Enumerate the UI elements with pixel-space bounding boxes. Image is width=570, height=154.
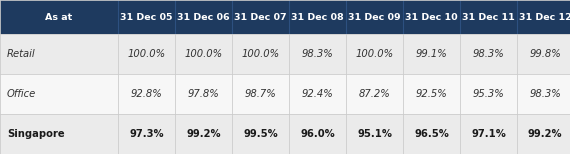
Bar <box>289 0 346 34</box>
Bar <box>118 0 175 34</box>
Text: 97.1%: 97.1% <box>471 129 506 139</box>
Text: As at: As at <box>46 12 72 22</box>
Bar <box>175 0 232 34</box>
Text: 99.2%: 99.2% <box>528 129 563 139</box>
Text: 92.4%: 92.4% <box>302 89 333 99</box>
Bar <box>0 114 570 154</box>
Text: Retail: Retail <box>7 49 35 59</box>
Text: 97.8%: 97.8% <box>188 89 219 99</box>
Text: 100.0%: 100.0% <box>128 49 165 59</box>
Text: 31 Dec 06: 31 Dec 06 <box>177 12 230 22</box>
Text: 95.1%: 95.1% <box>357 129 392 139</box>
Text: 98.7%: 98.7% <box>245 89 276 99</box>
Text: Office: Office <box>7 89 36 99</box>
Bar <box>0 34 570 74</box>
Text: 31 Dec 07: 31 Dec 07 <box>234 12 287 22</box>
Text: 31 Dec 05: 31 Dec 05 <box>120 12 173 22</box>
Text: 99.8%: 99.8% <box>529 49 561 59</box>
Text: 92.5%: 92.5% <box>416 89 447 99</box>
Text: 99.1%: 99.1% <box>416 49 447 59</box>
Bar <box>403 0 460 34</box>
Text: 98.3%: 98.3% <box>529 89 561 99</box>
Text: 31 Dec 11: 31 Dec 11 <box>462 12 515 22</box>
Text: 100.0%: 100.0% <box>185 49 222 59</box>
Bar <box>0 0 118 34</box>
Text: 98.3%: 98.3% <box>302 49 333 59</box>
Text: 92.8%: 92.8% <box>131 89 162 99</box>
Text: 98.3%: 98.3% <box>473 49 504 59</box>
Text: 31 Dec 08: 31 Dec 08 <box>291 12 344 22</box>
Text: 96.5%: 96.5% <box>414 129 449 139</box>
Text: 99.5%: 99.5% <box>243 129 278 139</box>
Text: 87.2%: 87.2% <box>359 89 390 99</box>
Text: 99.2%: 99.2% <box>186 129 221 139</box>
Bar <box>517 0 570 34</box>
Bar <box>346 0 403 34</box>
Bar <box>460 0 517 34</box>
Text: 31 Dec 09: 31 Dec 09 <box>348 12 401 22</box>
Text: Singapore: Singapore <box>7 129 64 139</box>
Bar <box>0 74 570 114</box>
Text: 100.0%: 100.0% <box>356 49 393 59</box>
Text: 31 Dec 10: 31 Dec 10 <box>405 12 458 22</box>
Text: 100.0%: 100.0% <box>242 49 279 59</box>
Bar <box>232 0 289 34</box>
Text: 96.0%: 96.0% <box>300 129 335 139</box>
Text: 31 Dec 12: 31 Dec 12 <box>519 12 570 22</box>
Text: 95.3%: 95.3% <box>473 89 504 99</box>
Text: 97.3%: 97.3% <box>129 129 164 139</box>
